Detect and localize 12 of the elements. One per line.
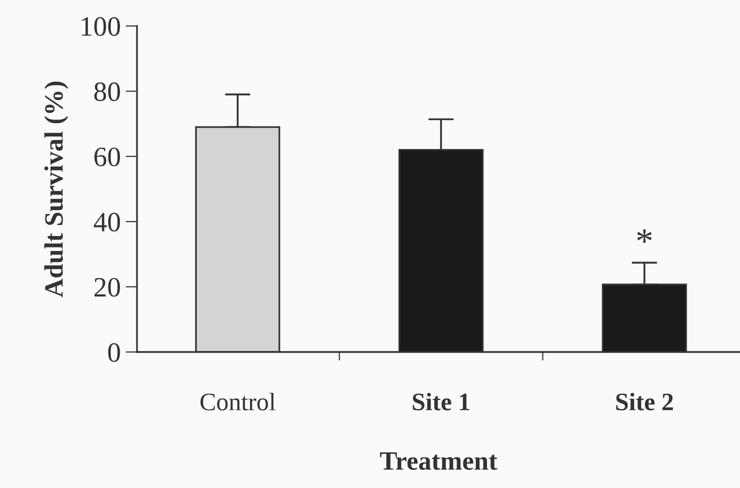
y-tick-label: 0 (108, 343, 120, 362)
y-tick-label: 60 (94, 148, 120, 166)
y-tick-label: 80 (94, 82, 120, 102)
y-tick-label: 40 (94, 212, 120, 232)
x-tick-label: Control (200, 392, 276, 410)
y-tick-label: 100 (82, 17, 120, 36)
x-tick-label: Site 2 (616, 392, 673, 410)
y-axis-title: Adult Survival (%) (44, 82, 68, 298)
y-tick-label: 20 (94, 278, 120, 297)
annotation: * (637, 229, 652, 243)
x-tick-label: Site 1 (412, 392, 470, 410)
x-axis-title: Treatment (380, 452, 498, 470)
